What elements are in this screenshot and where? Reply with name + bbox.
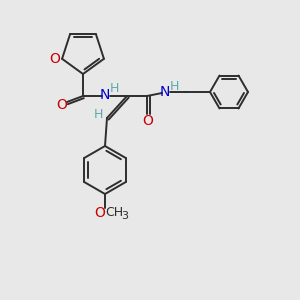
Text: N: N <box>100 88 110 102</box>
Text: 3: 3 <box>122 211 128 221</box>
Text: O: O <box>57 98 68 112</box>
Text: O: O <box>50 52 61 66</box>
Text: N: N <box>160 85 170 99</box>
Text: H: H <box>93 109 103 122</box>
Text: H: H <box>169 80 179 92</box>
Text: O: O <box>142 114 153 128</box>
Text: CH: CH <box>105 206 123 220</box>
Text: O: O <box>94 206 105 220</box>
Text: H: H <box>109 82 119 95</box>
